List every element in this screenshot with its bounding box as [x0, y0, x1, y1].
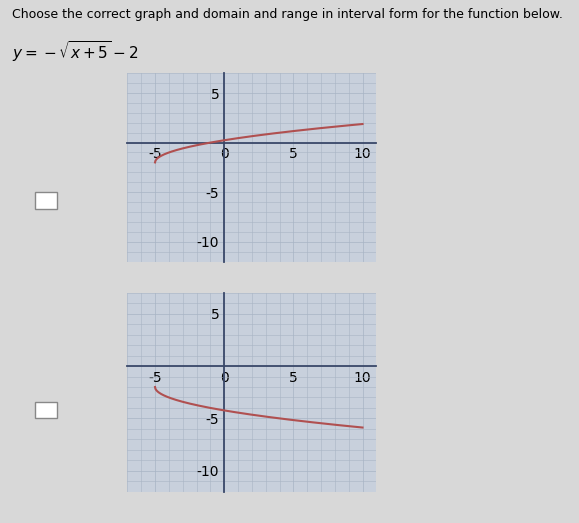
Text: $y=-\sqrt{x+5}-2$: $y=-\sqrt{x+5}-2$	[12, 39, 138, 64]
Text: Choose the correct graph and domain and range in interval form for the function : Choose the correct graph and domain and …	[12, 8, 562, 21]
